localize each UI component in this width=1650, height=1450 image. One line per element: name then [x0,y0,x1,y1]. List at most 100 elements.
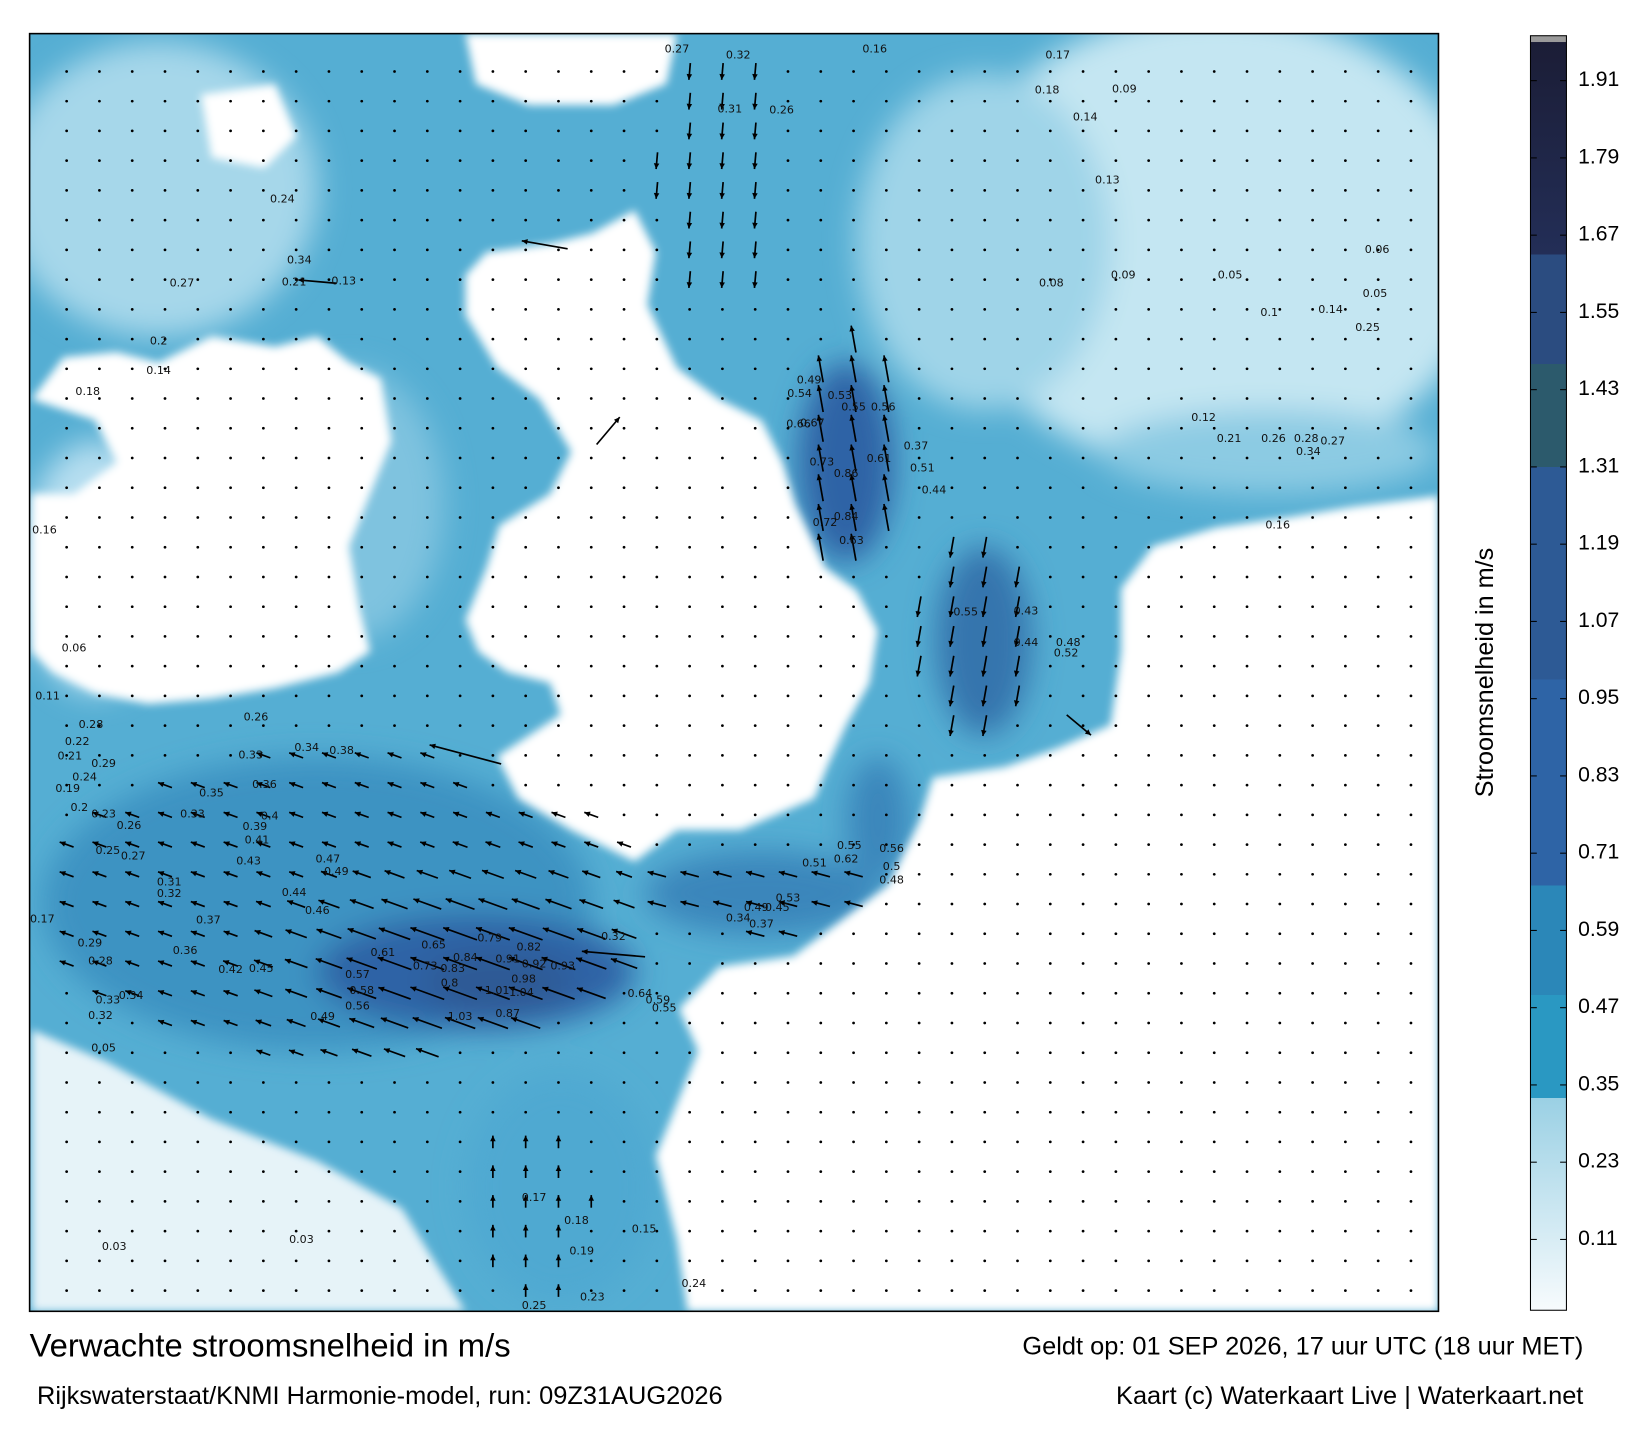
grid-dot [1048,486,1052,490]
grid-dot [655,694,659,698]
grid-dot [688,991,691,995]
grid-dot [1311,575,1314,579]
grid-dot [1278,486,1282,490]
grid-dot [196,456,200,460]
arrow-head [289,781,296,788]
grid-dot [983,1229,987,1233]
grid-dot [852,1110,855,1114]
arrow-head [158,781,165,788]
grid-dot [852,932,855,936]
arrow-head [518,811,526,817]
grid-dot [1016,1259,1019,1263]
grid-dot [622,545,626,549]
speed-label: 0.03 [102,1240,127,1253]
arrow-shaft [508,926,543,941]
grid-dot [294,397,298,400]
arrow-head [522,1254,529,1261]
grid-dot [1245,1170,1249,1174]
grid-dot [884,278,888,281]
grid-dot [65,189,69,192]
grid-dot [294,129,298,133]
grid-dot [884,1200,888,1203]
grid-dot [261,248,265,252]
grid-dot [1081,1229,1085,1233]
grid-dot [852,694,855,698]
grid-dot [1311,456,1314,460]
arrow-head [349,1017,356,1024]
grid-dot [1409,99,1413,103]
grid-dot [163,1170,167,1174]
grid-dot [196,1110,200,1114]
grid-dot [1212,456,1216,460]
grid-dot [1344,1051,1347,1055]
grid-dot [589,129,593,133]
grid-dot [852,635,855,638]
arrow-head [320,1049,327,1055]
grid-dot [721,1200,724,1203]
grid-dot [1081,1259,1085,1263]
grid-dot [753,516,757,519]
speed-label: 0.53 [776,891,801,904]
grid-dot [1311,813,1314,817]
grid-dot [1245,694,1249,698]
grid-dot [524,754,528,757]
grid-dot [1311,932,1314,936]
grid-dot [163,1110,167,1114]
grid-dot [1016,218,1019,222]
grid-dot [721,754,724,757]
grid-dot [98,159,101,163]
grid-dot [884,962,888,965]
grid-dot [327,248,331,252]
grid-dot [65,337,69,341]
grid-dot [1114,1289,1118,1292]
colorbar-tick-label: 0.95 [1578,686,1619,709]
grid-dot [65,218,69,222]
grid-dot [229,307,232,311]
grid-dot [163,635,167,638]
arrow-head [320,870,328,876]
grid-dot [983,1259,987,1263]
grid-dot [1180,367,1183,371]
speed-label: 0.23 [91,807,116,820]
grid-dot [622,1051,626,1055]
grid-dot [655,932,659,936]
grid-dot [1245,902,1249,906]
grid-dot [196,664,200,668]
legend-title: Stroomsnelheid in m/s [1471,548,1499,797]
grid-dot [1048,575,1052,579]
grid-dot [163,218,167,222]
speed-label: 0.49 [324,865,349,878]
grid-dot [753,754,757,757]
grid-dot [327,1110,331,1114]
grid-dot [917,962,921,965]
grid-dot [622,1081,626,1084]
grid-dot [950,70,954,73]
grid-dot [917,397,921,400]
grid-dot [491,545,495,549]
grid-dot [65,307,69,311]
grid-dot [130,486,134,490]
grid-dot [393,129,396,133]
arrow-shaft [595,416,621,446]
arrow-head [1013,700,1020,707]
arrow-head [490,1165,496,1172]
arrow-head [752,192,758,199]
grid-dot [852,754,855,757]
grid-dot [1245,1051,1249,1055]
grid-dot [819,1170,823,1174]
grid-dot [852,1289,855,1292]
grid-dot [983,278,987,281]
grid-dot [360,159,364,163]
grid-dot [425,1259,429,1263]
grid-dot [65,1200,69,1203]
arrow-head [849,533,855,540]
grid-dot [163,456,167,460]
grid-dot [1048,962,1052,965]
grid-dot [786,1051,790,1055]
grid-dot [1147,872,1151,876]
grid-dot [1212,635,1216,638]
grid-dot [884,99,888,103]
grid-dot [491,70,495,73]
grid-dot [425,248,429,252]
arrow-head [981,581,987,588]
